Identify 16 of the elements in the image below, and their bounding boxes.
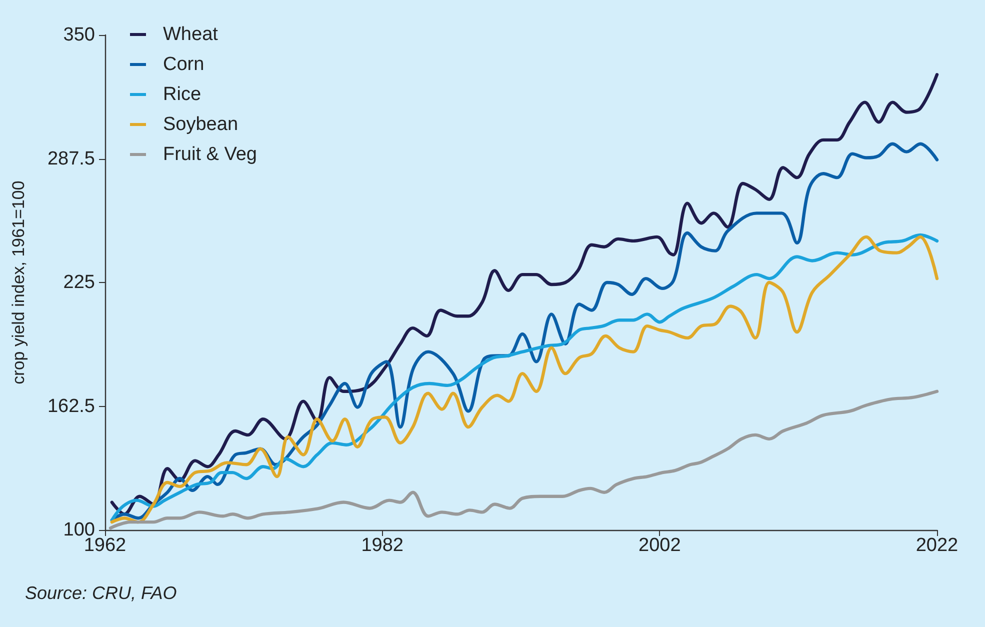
source-note: Source: CRU, FAO bbox=[25, 583, 177, 603]
line-series bbox=[108, 390, 939, 530]
y-tick-label: 287.5 bbox=[47, 148, 95, 170]
x-tick-label: 2022 bbox=[916, 535, 958, 556]
legend-label: Corn bbox=[163, 54, 204, 75]
y-tick-label: 225 bbox=[63, 272, 95, 293]
y-tick-label: 162.5 bbox=[47, 396, 95, 417]
legend-label: Rice bbox=[163, 84, 202, 105]
legend-label: Soybean bbox=[163, 114, 238, 135]
legend-label: Wheat bbox=[163, 24, 219, 45]
y-tick-label: 350 bbox=[63, 24, 95, 46]
line-series bbox=[110, 73, 939, 516]
legend-label: Fruit & Veg bbox=[163, 144, 257, 165]
x-tick-label: 2002 bbox=[638, 535, 681, 556]
x-tick-label: 1982 bbox=[361, 535, 404, 556]
y-axis-title: crop yield index, 1961=100 bbox=[9, 180, 28, 384]
